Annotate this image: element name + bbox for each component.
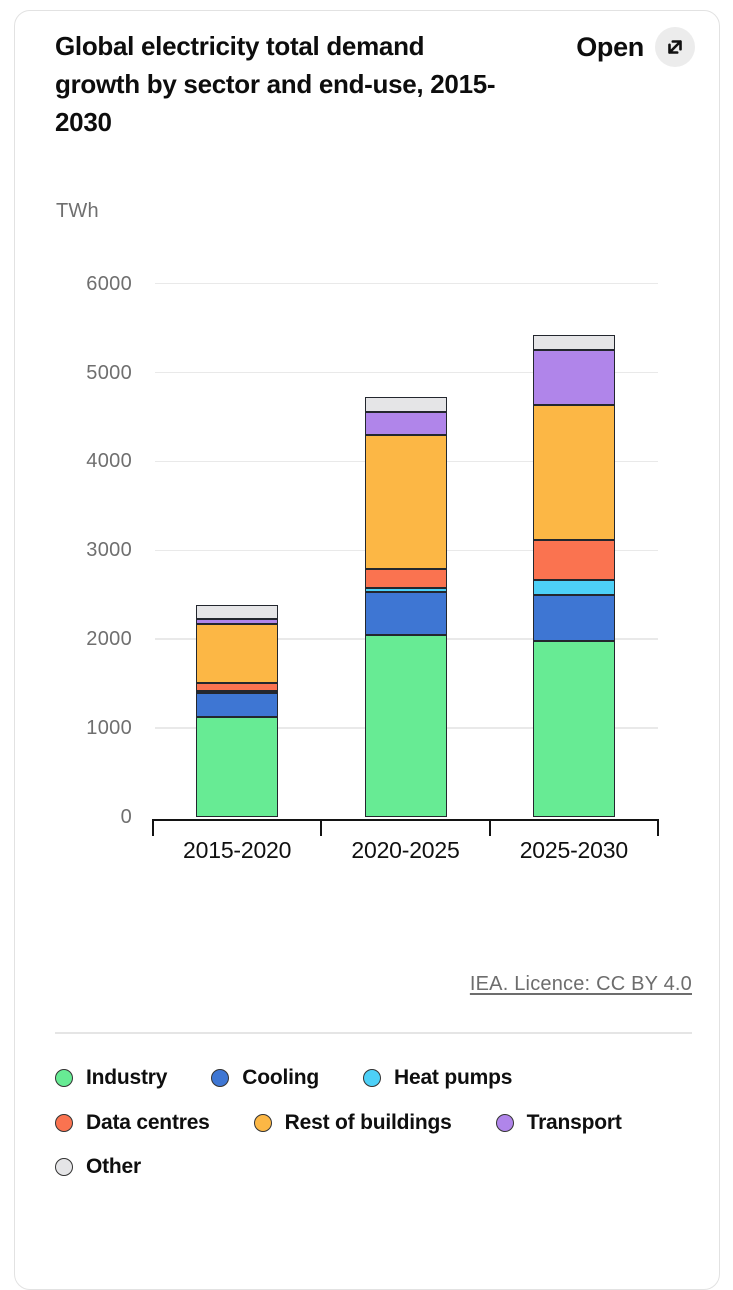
bar-segment-data-centres-2015-2020[interactable] (196, 683, 279, 691)
bar-segment-data-centres-2020-2025[interactable] (364, 569, 447, 588)
open-button-label: Open (576, 31, 644, 62)
bar-segment-data-centres-2025-2030[interactable] (532, 539, 615, 581)
bar-segment-rest-of-buildings-2025-2030[interactable] (532, 405, 615, 540)
y-axis-unit-label: TWh (56, 200, 99, 222)
y-axis-tick-label: 4000 (86, 450, 132, 473)
legend-swatch-heat-pumps (363, 1069, 381, 1088)
legend-row: Data centres Rest of buildings Transport (55, 1101, 622, 1146)
y-axis-tick-label: 3000 (86, 539, 132, 562)
bar-segment-heat-pumps-2020-2025[interactable] (364, 587, 447, 593)
bar-segment-transport-2025-2030[interactable] (532, 349, 615, 406)
bar-segment-cooling-2025-2030[interactable] (532, 594, 615, 642)
bar-segment-rest-of-buildings-2015-2020[interactable] (196, 623, 279, 684)
y-axis-tick-label: 1000 (86, 717, 132, 740)
stacked-bar-chart: 0 1000 2000 3000 4000 5000 6000 2015-2020 2020-2… (86, 272, 659, 863)
bar-segment-rest-of-buildings-2020-2025[interactable] (364, 434, 447, 570)
y-axis-tick-label: 5000 (86, 361, 132, 384)
x-axis-tick (320, 819, 323, 836)
legend-swatch-cooling (211, 1069, 230, 1088)
chart-title: Global electricity total demand growth b… (55, 31, 496, 137)
x-axis-category-label: 2020-2025 (351, 837, 460, 863)
x-axis-tick (488, 819, 491, 836)
bar-segment-transport-2020-2025[interactable] (364, 411, 447, 435)
legend-label: Transport (526, 1110, 622, 1134)
legend-label: Cooling (242, 1066, 319, 1090)
legend-label: Industry (86, 1066, 168, 1090)
chart-legend: Industry Cooling Heat pumps Data centres Res… (55, 1056, 622, 1190)
open-button[interactable]: Open (576, 27, 695, 67)
legend-item-cooling[interactable]: Cooling (211, 1066, 319, 1090)
bar-segment-industry-2025-2030[interactable] (532, 641, 615, 817)
legend-label: Other (86, 1155, 142, 1179)
legend-swatch-transport (495, 1113, 514, 1132)
y-axis-tick-label: 0 (120, 806, 132, 828)
legend-row: Other (55, 1145, 622, 1190)
gridline-5000 (155, 371, 658, 374)
bar-segment-transport-2015-2020[interactable] (196, 618, 279, 624)
x-axis-tick (657, 819, 659, 836)
bar-segment-industry-2015-2020[interactable] (196, 716, 279, 817)
bar-segment-other-2025-2030[interactable] (532, 334, 615, 350)
x-axis-line (153, 818, 658, 821)
bar-segment-industry-2020-2025[interactable] (364, 634, 447, 817)
bar-segment-other-2015-2020[interactable] (196, 604, 279, 619)
legend-swatch-data-centres (55, 1113, 73, 1132)
bar-segment-heat-pumps-2025-2030[interactable] (532, 580, 615, 595)
legend-item-data-centres[interactable]: Data centres (55, 1111, 210, 1135)
legend-swatch-other (55, 1158, 73, 1177)
legend-row: Industry Cooling Heat pumps (55, 1056, 622, 1101)
bar-segment-cooling-2020-2025[interactable] (364, 592, 447, 635)
iea-licence-link[interactable]: IEA. Licence: CC BY 4.0 (469, 973, 692, 995)
legend-item-transport[interactable]: Transport (495, 1110, 622, 1135)
x-axis-category-label: 2015-2020 (183, 837, 292, 863)
legend-item-heat-pumps[interactable]: Heat pumps (363, 1066, 512, 1090)
legend-swatch-rest-of-buildings (253, 1113, 272, 1132)
legend-label: Data centres (86, 1110, 210, 1134)
legend-label: Rest of buildings (284, 1110, 452, 1134)
expand-diagonal-arrow-icon (655, 27, 695, 67)
bar-segment-other-2020-2025[interactable] (364, 397, 447, 412)
divider-line (55, 1032, 692, 1034)
legend-swatch-industry (55, 1069, 73, 1088)
legend-item-other[interactable]: Other (55, 1155, 141, 1179)
legend-item-rest-of-buildings[interactable]: Rest of buildings (253, 1110, 452, 1135)
x-axis-category-label: 2025-2030 (519, 837, 628, 863)
legend-label: Heat pumps (394, 1066, 513, 1090)
y-axis-tick-label: 6000 (86, 272, 132, 295)
bar-segment-heat-pumps-2015-2020[interactable] (196, 690, 279, 693)
gridline-6000 (155, 282, 658, 285)
y-axis-tick-label: 2000 (86, 628, 132, 651)
legend-item-industry[interactable]: Industry (55, 1066, 167, 1090)
bar-segment-cooling-2015-2020[interactable] (196, 692, 279, 717)
x-axis-tick (152, 819, 154, 836)
